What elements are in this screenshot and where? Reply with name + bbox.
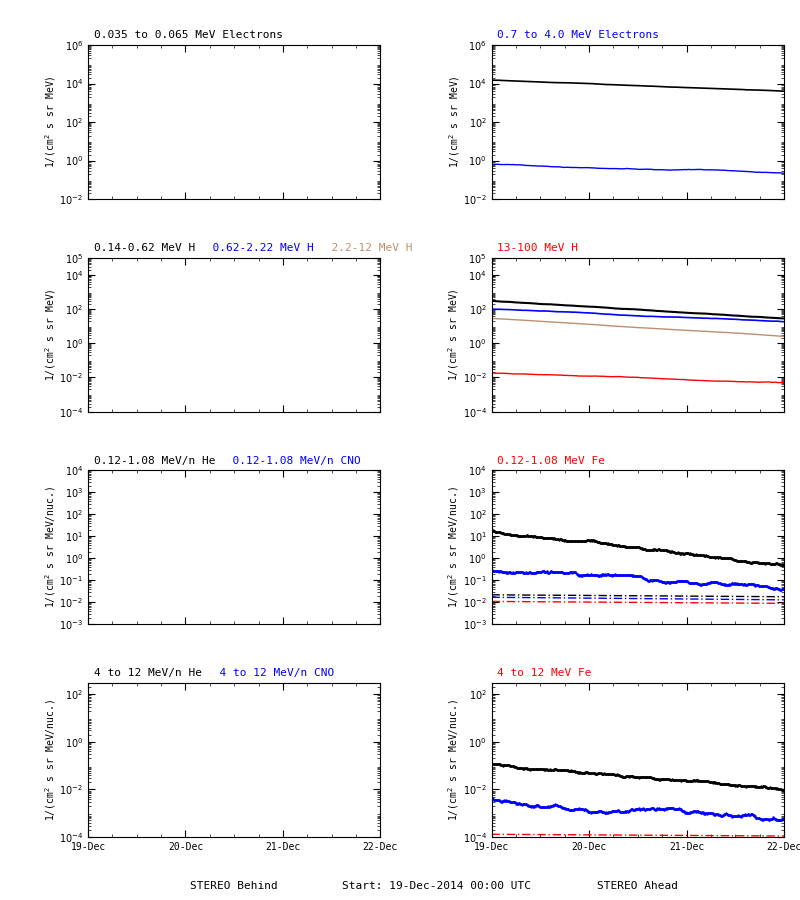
Text: 4 to 12 MeV/n CNO: 4 to 12 MeV/n CNO [206,669,334,679]
Text: 4 to 12 MeV/n He: 4 to 12 MeV/n He [94,669,202,679]
Text: 2.2-12 MeV H: 2.2-12 MeV H [318,243,412,253]
Text: 0.7 to 4.0 MeV Electrons: 0.7 to 4.0 MeV Electrons [498,31,659,40]
Text: 0.12-1.08 MeV Fe: 0.12-1.08 MeV Fe [498,455,606,466]
Text: STEREO Ahead: STEREO Ahead [598,881,678,891]
Y-axis label: 1/(cm$^2$ s sr MeV/nuc.): 1/(cm$^2$ s sr MeV/nuc.) [446,486,462,608]
Text: 0.62-2.22 MeV H: 0.62-2.22 MeV H [199,243,314,253]
Y-axis label: 1/(cm$^2$ s sr MeV/nuc.): 1/(cm$^2$ s sr MeV/nuc.) [42,699,58,821]
Text: STEREO Behind: STEREO Behind [190,881,278,891]
Text: 4 to 12 MeV Fe: 4 to 12 MeV Fe [498,669,592,679]
Text: 0.12-1.08 MeV/n CNO: 0.12-1.08 MeV/n CNO [219,455,361,466]
Text: 0.12-1.08 MeV/n He: 0.12-1.08 MeV/n He [94,455,215,466]
Y-axis label: 1/(cm$^2$ s sr MeV): 1/(cm$^2$ s sr MeV) [42,288,58,381]
Text: 0.14-0.62 MeV H: 0.14-0.62 MeV H [94,243,195,253]
Y-axis label: 1/(cm$^2$ s sr MeV): 1/(cm$^2$ s sr MeV) [446,76,462,168]
Text: 0.035 to 0.065 MeV Electrons: 0.035 to 0.065 MeV Electrons [94,31,283,40]
Y-axis label: 1/(cm$^2$ s sr MeV): 1/(cm$^2$ s sr MeV) [446,288,461,381]
Y-axis label: 1/(cm$^2$ s sr MeV): 1/(cm$^2$ s sr MeV) [43,76,58,168]
Text: Start: 19-Dec-2014 00:00 UTC: Start: 19-Dec-2014 00:00 UTC [342,881,530,891]
Y-axis label: 1/(cm$^2$ s sr MeV/nuc.): 1/(cm$^2$ s sr MeV/nuc.) [43,486,58,608]
Text: 13-100 MeV H: 13-100 MeV H [498,243,578,253]
Y-axis label: 1/(cm$^2$ s sr MeV/nuc.): 1/(cm$^2$ s sr MeV/nuc.) [446,699,461,821]
